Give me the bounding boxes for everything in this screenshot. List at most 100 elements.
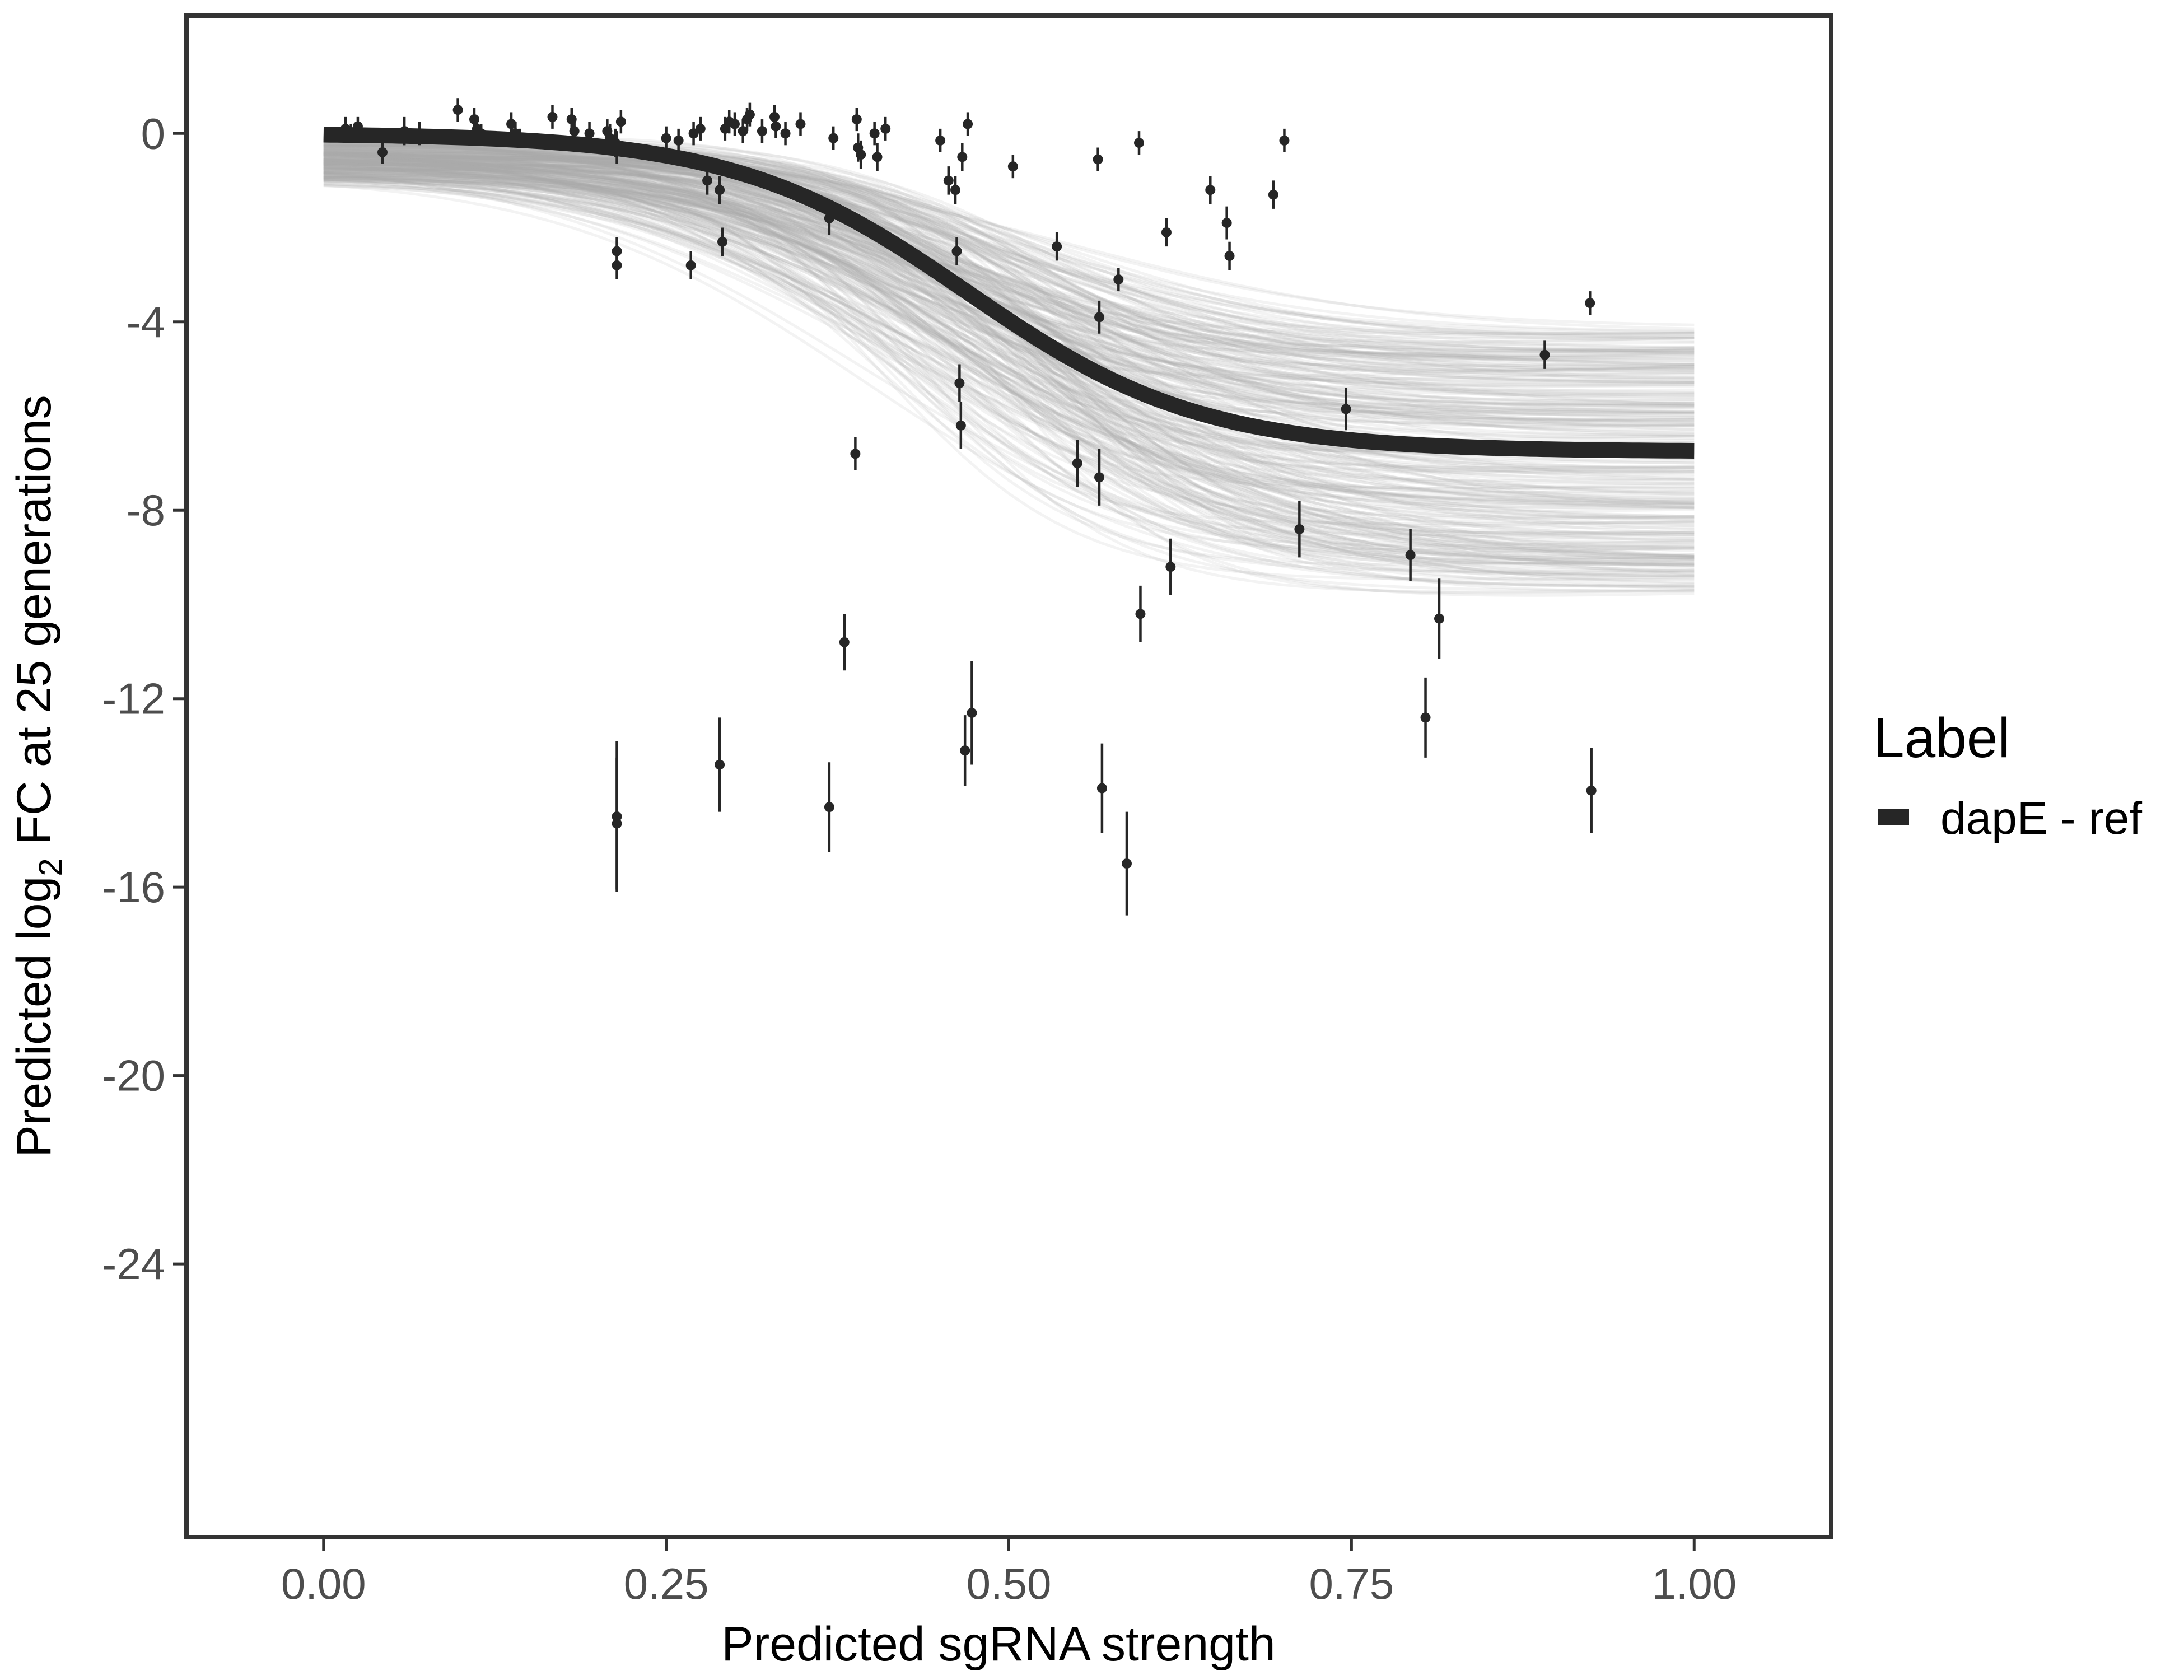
point-marker <box>943 175 954 186</box>
data-point <box>963 112 973 136</box>
point-marker <box>1094 312 1105 323</box>
data-point <box>547 105 558 129</box>
posterior-draw-line <box>323 151 1695 379</box>
posterior-draw-line <box>323 154 1695 330</box>
data-point <box>1221 206 1232 240</box>
data-point <box>1205 176 1216 204</box>
point-marker <box>715 185 725 195</box>
posterior-draw-line <box>323 161 1695 483</box>
posterior-draw-line <box>323 166 1695 399</box>
posterior-draw-line <box>323 163 1695 559</box>
posterior-draw-line <box>323 151 1695 348</box>
point-marker <box>851 114 862 125</box>
posterior-draw-line <box>323 171 1695 505</box>
point-marker <box>1279 135 1290 146</box>
posterior-draw-line <box>323 151 1695 581</box>
y-tick-label: -20 <box>102 1051 165 1100</box>
data-point <box>1539 340 1550 369</box>
posterior-draw-line <box>323 147 1695 333</box>
data-point <box>869 122 880 146</box>
data-point <box>851 108 862 132</box>
y-tick-label: 0 <box>141 109 165 158</box>
point-marker <box>954 378 965 389</box>
posterior-draw-line <box>323 141 1695 424</box>
legend: Label dapE - ref <box>1873 707 2142 844</box>
posterior-draw-line <box>323 152 1695 510</box>
posterior-draw-line <box>323 153 1695 494</box>
posterior-draw-line <box>323 165 1695 576</box>
posterior-draw-line <box>323 139 1695 548</box>
point-marker <box>744 109 755 120</box>
posterior-draw-line <box>323 171 1695 510</box>
point-marker <box>769 111 780 122</box>
data-point <box>1096 743 1107 833</box>
posterior-draw-line <box>323 170 1695 374</box>
posterior-draw-line <box>323 175 1695 343</box>
point-marker <box>856 150 866 160</box>
posterior-draw-line <box>323 153 1695 333</box>
posterior-draw-line <box>323 165 1695 344</box>
posterior-draw-line <box>323 164 1695 353</box>
posterior-draw-line <box>323 161 1695 360</box>
point-marker <box>955 420 966 431</box>
posterior-draw-line <box>323 165 1695 566</box>
posterior-draw-line <box>323 163 1695 567</box>
posterior-draw-line <box>323 150 1695 564</box>
posterior-draw-line <box>323 171 1695 577</box>
posterior-draw-line <box>323 149 1695 561</box>
point-marker <box>1007 161 1018 172</box>
point-marker <box>1585 298 1595 309</box>
posterior-draw-line <box>323 148 1695 407</box>
posterior-draw-line <box>323 165 1695 470</box>
posterior-draw-line <box>323 159 1695 405</box>
posterior-draw-line <box>323 147 1695 525</box>
posterior-draw-line <box>323 174 1695 520</box>
posterior-draw-line <box>323 139 1695 465</box>
posterior-draw-line <box>323 153 1695 355</box>
posterior-draw-line <box>323 153 1695 558</box>
posterior-draw-line <box>323 171 1695 340</box>
x-axis: 0.00 0.25 0.50 0.75 1.00 <box>281 1539 1737 1608</box>
legend-title: Label <box>1873 707 2010 769</box>
posterior-draw-line <box>323 178 1695 558</box>
posterior-draw-line <box>323 156 1695 356</box>
x-tick-label: 0.75 <box>1309 1559 1394 1608</box>
point-marker <box>730 119 740 129</box>
data-point <box>615 110 626 134</box>
posterior-draw-line <box>323 166 1695 482</box>
posterior-draw-line <box>323 147 1695 338</box>
point-marker <box>780 128 791 139</box>
posterior-draw-line <box>323 148 1695 413</box>
posterior-draw-line <box>323 174 1695 528</box>
posterior-draw-line <box>323 153 1695 415</box>
point-marker <box>935 135 946 146</box>
posterior-draw-line <box>323 156 1695 435</box>
posterior-draw-line <box>323 174 1695 490</box>
data-point <box>377 140 388 164</box>
posterior-draw-line <box>323 155 1695 518</box>
posterior-draw-line <box>323 179 1695 507</box>
data-point <box>1294 501 1305 558</box>
posterior-draw-line <box>323 176 1695 531</box>
posterior-draw-line <box>323 162 1695 394</box>
data-point <box>967 661 977 765</box>
posterior-draw-line <box>323 156 1695 567</box>
posterior-draw-line <box>323 139 1695 493</box>
posterior-draw-line <box>323 164 1695 573</box>
posterior-draw-line <box>323 157 1695 526</box>
data-point <box>795 112 806 136</box>
posterior-draw-line <box>323 161 1695 367</box>
posterior-draw-line <box>323 148 1695 347</box>
x-tick-label: 0.50 <box>967 1559 1052 1608</box>
posterior-draw-line <box>323 179 1695 519</box>
posterior-draw-line <box>323 160 1695 544</box>
posterior-draw-line <box>323 158 1695 352</box>
posterior-draw-line <box>323 152 1695 423</box>
point-marker <box>828 133 839 143</box>
data-point <box>954 364 965 402</box>
y-tick-label: -16 <box>102 862 165 912</box>
posterior-draw-line <box>323 168 1695 371</box>
posterior-draw-line <box>323 155 1695 587</box>
point-marker <box>685 260 696 270</box>
posterior-draw-line <box>323 163 1695 382</box>
